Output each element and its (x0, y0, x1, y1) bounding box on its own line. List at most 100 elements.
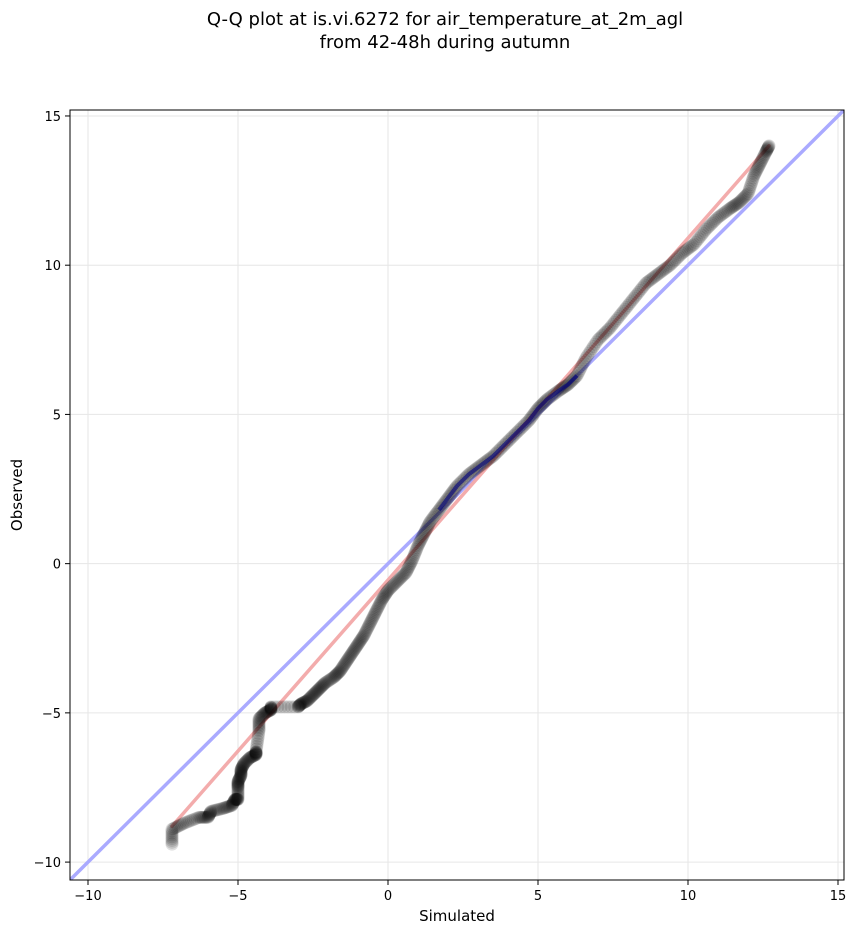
data-point (370, 603, 384, 617)
data-point (204, 805, 218, 819)
data-point (578, 353, 592, 367)
data-point (410, 541, 424, 555)
data-point (368, 606, 382, 620)
data-point (597, 327, 611, 341)
data-point (234, 769, 248, 783)
data-point (245, 750, 258, 764)
data-point (760, 143, 774, 157)
data-point (344, 648, 357, 662)
data-point (587, 340, 600, 354)
data-point (713, 209, 726, 223)
data-point (227, 795, 240, 809)
data-point (726, 199, 740, 213)
data-point (659, 262, 672, 276)
data-point (226, 796, 240, 810)
data-point (663, 258, 677, 272)
data-point (654, 265, 668, 279)
data-point (353, 634, 367, 648)
data-point (422, 516, 436, 530)
data-point (363, 616, 377, 630)
data-point (292, 699, 306, 713)
grid (70, 110, 844, 880)
data-point (596, 328, 609, 342)
data-point (602, 322, 615, 336)
data-point (404, 555, 418, 569)
data-point (257, 707, 270, 721)
data-point (250, 737, 264, 751)
data-point (223, 799, 237, 813)
data-point (758, 146, 772, 160)
x-tick-label: −10 (74, 889, 101, 904)
data-point (395, 570, 408, 584)
data-point (412, 537, 426, 551)
data-point (168, 821, 182, 835)
data-point (195, 810, 209, 824)
data-point (256, 708, 270, 722)
data-point (669, 252, 683, 266)
data-point (284, 700, 298, 714)
data-point (210, 803, 224, 817)
data-point (358, 627, 372, 641)
data-point (747, 169, 761, 183)
data-point (315, 679, 329, 693)
data-point (238, 756, 252, 770)
data-point (741, 187, 755, 201)
data-point (181, 815, 195, 829)
data-point (271, 700, 285, 714)
data-point (264, 703, 278, 717)
data-point (228, 792, 242, 806)
data-point (710, 212, 723, 226)
data-point (392, 572, 406, 586)
data-point (754, 155, 768, 169)
data-point (617, 304, 630, 318)
data-point (740, 188, 754, 202)
data-point (375, 592, 389, 606)
data-point (239, 754, 253, 768)
data-point (746, 173, 759, 187)
data-point (201, 810, 215, 824)
data-point (203, 806, 217, 820)
data-point (331, 666, 345, 680)
data-point (231, 775, 245, 789)
data-point (203, 807, 216, 821)
data-point (229, 792, 243, 806)
data-point (192, 810, 206, 824)
data-point (264, 700, 278, 714)
data-point (335, 662, 348, 676)
data-point (233, 770, 247, 784)
data-point (212, 802, 225, 816)
data-point (347, 643, 361, 657)
data-point (362, 618, 376, 632)
data-point (349, 641, 363, 655)
data-point (324, 672, 338, 686)
data-point (252, 712, 266, 726)
data-point (328, 669, 342, 683)
data-point (264, 700, 278, 714)
data-point (692, 232, 705, 246)
data-point (573, 362, 587, 376)
data-point (620, 300, 633, 314)
data-point (299, 695, 312, 709)
data-point (225, 798, 239, 812)
data-point (249, 748, 263, 762)
data-point (245, 750, 259, 764)
chart-title-line-2: from 42-48h during autumn (320, 32, 571, 53)
data-point (739, 189, 753, 203)
data-point (264, 703, 278, 717)
data-point (258, 706, 272, 720)
data-point (308, 686, 322, 700)
data-point (657, 263, 671, 277)
data-point (378, 588, 392, 602)
data-point (761, 142, 774, 156)
data-point (687, 237, 701, 251)
data-point (236, 758, 250, 772)
data-point (600, 324, 614, 338)
data-point (352, 636, 366, 650)
data-point (423, 515, 437, 529)
data-point (264, 702, 278, 716)
data-point (582, 346, 596, 360)
data-point (201, 810, 215, 824)
chart-title-line-1: Q-Q plot at is.vi.6272 for air_temperatu… (207, 9, 683, 30)
data-point (575, 360, 588, 374)
